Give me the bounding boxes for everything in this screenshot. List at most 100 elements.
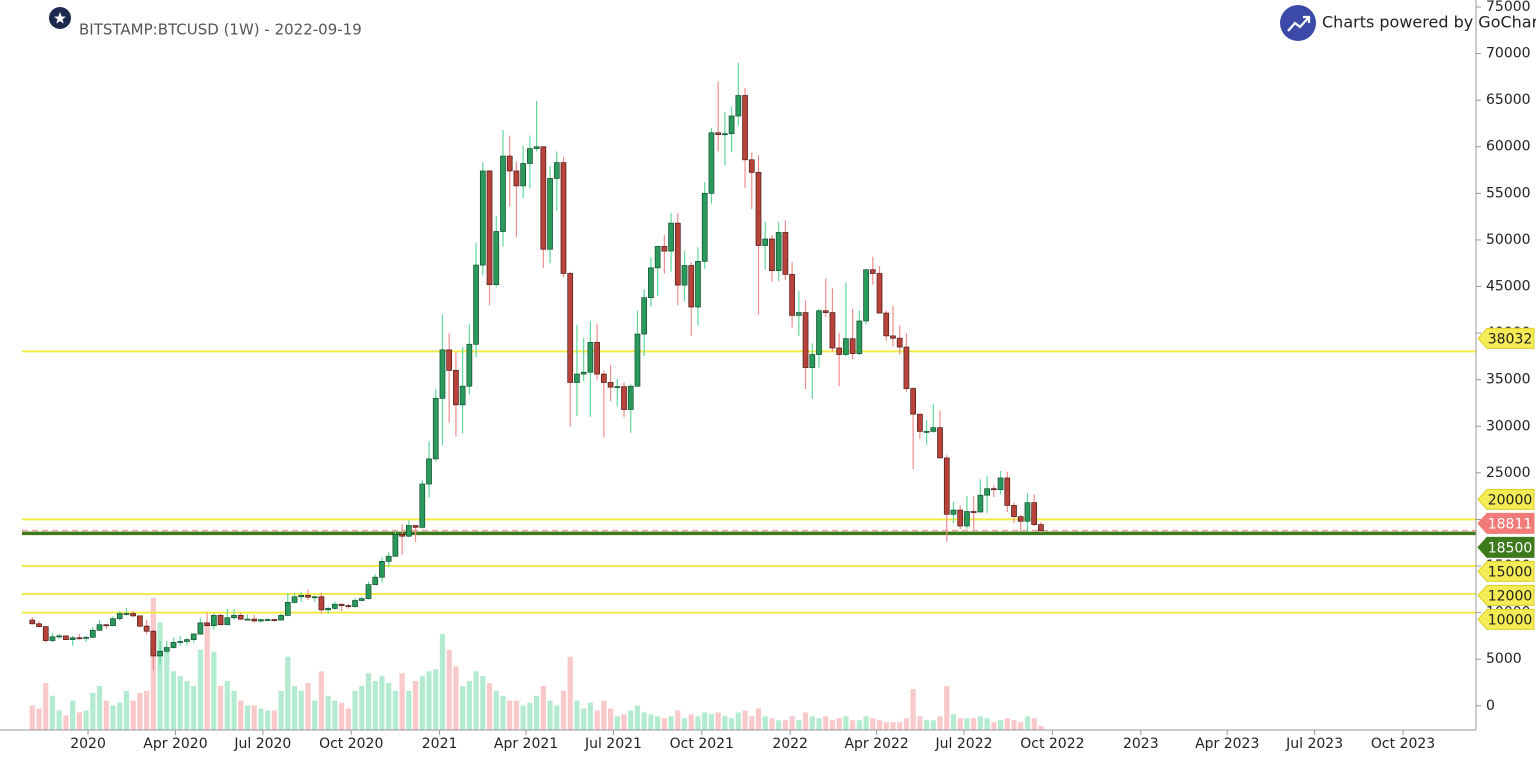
- x-tick-label: Jul 2023: [1285, 736, 1343, 752]
- candle-body: [816, 310, 822, 355]
- volume-bar: [554, 705, 560, 730]
- candle-body: [890, 335, 896, 339]
- volume-bar: [823, 716, 829, 730]
- candle-body: [520, 163, 527, 187]
- volume-layer: [29, 598, 1044, 730]
- candle-body: [365, 584, 372, 599]
- y-tick-label: 55000: [1486, 185, 1531, 201]
- volume-bar: [285, 656, 291, 730]
- volume-bar: [769, 718, 775, 730]
- volume-bar: [923, 720, 930, 730]
- volume-bar: [594, 710, 600, 730]
- volume-bar: [991, 722, 997, 730]
- level-tag: [1477, 608, 1535, 630]
- volume-bar: [648, 714, 654, 730]
- candle-body: [1038, 524, 1044, 531]
- volume-bar: [930, 720, 936, 730]
- brand-icon: [1303, 15, 1311, 23]
- volume-bar: [426, 671, 432, 730]
- volume-bar: [70, 700, 76, 730]
- candle-body: [258, 619, 264, 622]
- volume-bar: [695, 716, 701, 730]
- candle-body: [150, 630, 157, 657]
- candle-body: [217, 615, 224, 626]
- volume-bar: [332, 700, 338, 730]
- volume-bar: [950, 714, 957, 730]
- volume-bar: [782, 720, 788, 730]
- candle-body: [42, 626, 49, 641]
- volume-bar: [668, 716, 674, 730]
- volume-bar: [318, 671, 325, 730]
- candle-body: [56, 635, 63, 638]
- volume-bar: [964, 718, 970, 730]
- candle-body: [426, 458, 432, 485]
- brand-text: Charts powered by GoCharting: [1322, 13, 1536, 32]
- candle-body: [291, 596, 298, 603]
- volume-bar: [191, 686, 197, 730]
- volume-bar: [76, 712, 82, 730]
- candle-body: [345, 605, 352, 607]
- candle-body: [130, 613, 137, 617]
- candle-body: [83, 636, 89, 639]
- volume-bar: [372, 681, 378, 730]
- volume-bar: [43, 683, 49, 730]
- candle-body: [284, 602, 291, 616]
- volume-bar: [466, 681, 472, 730]
- level-tag: [1477, 512, 1535, 534]
- volume-bar: [601, 700, 607, 730]
- volume-bar: [265, 710, 271, 730]
- candle-body: [96, 624, 103, 631]
- x-tick-label: 2022: [772, 736, 808, 752]
- volume-bar: [755, 708, 762, 730]
- candle-body: [836, 347, 843, 355]
- candle-body: [332, 603, 338, 609]
- volume-bar: [621, 714, 627, 730]
- candle-body: [574, 373, 580, 383]
- candle-body: [775, 232, 782, 272]
- candle-body: [231, 615, 237, 619]
- volume-bar: [513, 700, 520, 730]
- candle-body: [674, 222, 681, 286]
- candle-body: [990, 488, 997, 491]
- y-tick-label: 5000: [1486, 651, 1522, 667]
- x-tick-label: 2020: [70, 736, 106, 752]
- volume-bar: [675, 710, 681, 730]
- candle-body: [352, 600, 358, 607]
- volume-bar: [412, 681, 419, 730]
- volume-bar: [762, 716, 768, 730]
- candle-body: [553, 162, 560, 179]
- candle-body: [580, 371, 587, 375]
- candle-body: [668, 222, 674, 252]
- candle-body: [237, 615, 244, 620]
- level-label: 38032: [1488, 331, 1533, 347]
- volume-bar: [164, 651, 170, 730]
- volume-bar: [796, 720, 802, 730]
- candle-body: [977, 494, 984, 513]
- volume-bar: [312, 700, 318, 730]
- candle-body: [762, 238, 769, 246]
- candle-body: [701, 192, 708, 262]
- candle-body: [809, 354, 816, 368]
- candle-body: [1017, 516, 1024, 522]
- brand-icon: [1287, 16, 1310, 32]
- volume-bar: [944, 686, 950, 730]
- volume-bar: [359, 686, 365, 730]
- candle-body: [1031, 502, 1038, 525]
- candle-body: [869, 269, 876, 274]
- volume-bar: [103, 700, 109, 730]
- candle-body: [856, 320, 863, 354]
- volume-bar: [386, 683, 392, 730]
- candle-body: [358, 598, 365, 601]
- candle-body: [984, 488, 990, 496]
- volume-bar: [520, 705, 526, 730]
- candle-body: [937, 427, 943, 459]
- axis-layer: 0500010000150002000025000300003500040000…: [0, 0, 1531, 752]
- volume-bar: [123, 690, 130, 730]
- candle-body: [170, 642, 177, 648]
- volume-bar: [634, 705, 641, 730]
- volume-bar: [843, 716, 849, 730]
- x-tick-label: 2023: [1123, 736, 1159, 752]
- volume-bar: [870, 718, 876, 730]
- candle-body: [587, 342, 594, 373]
- volume-bar: [957, 718, 963, 730]
